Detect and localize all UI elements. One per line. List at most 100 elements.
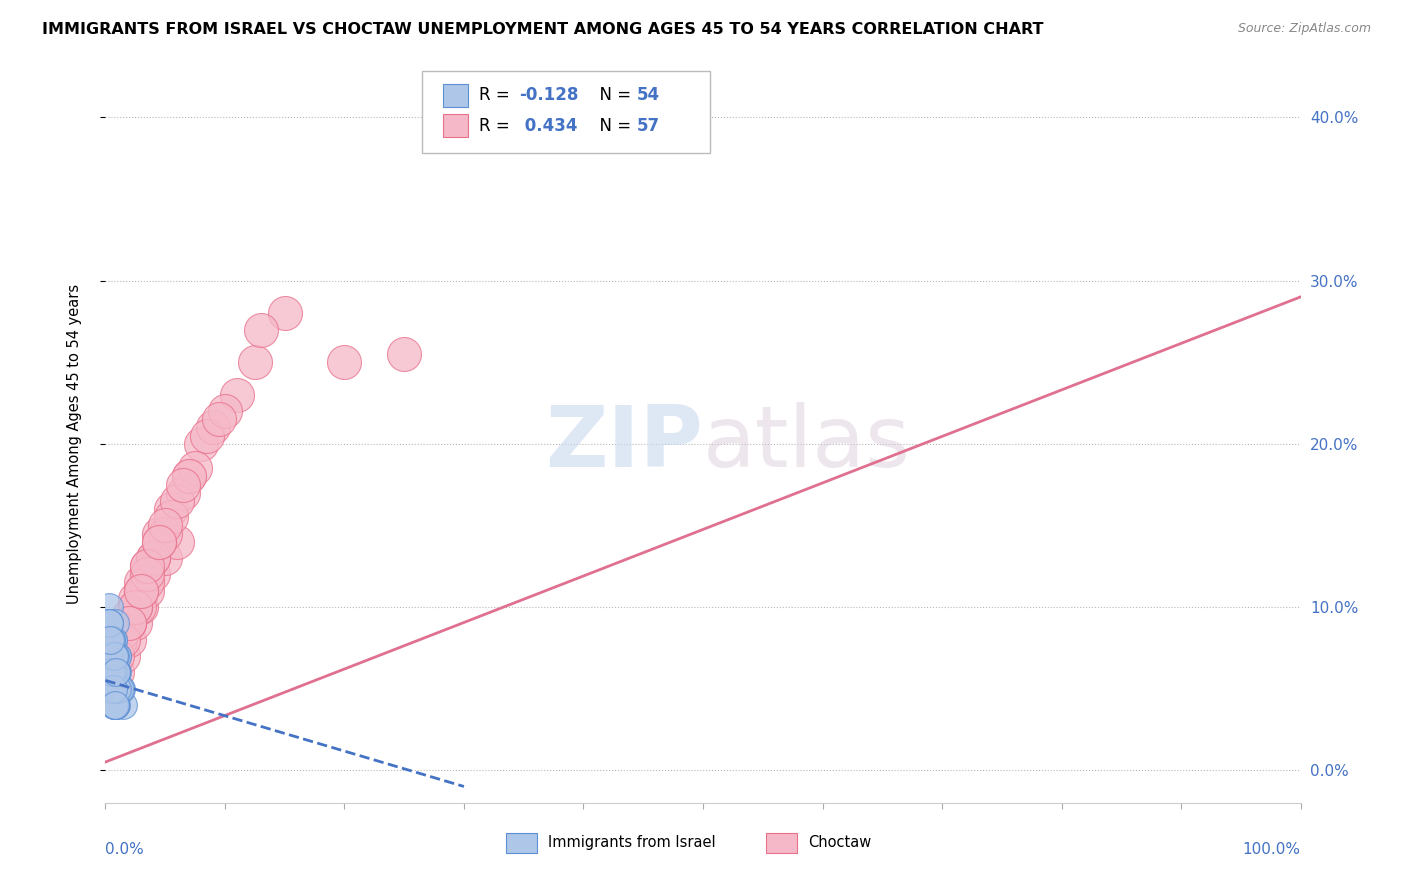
Point (118, 608, 141, 623)
Point (118, 632, 141, 647)
Point (273, 306, 295, 320)
Point (208, 412, 231, 426)
Point (160, 502, 183, 516)
Point (103, 698, 125, 712)
Point (107, 681, 129, 696)
Point (172, 477, 194, 491)
Point (100, 665, 122, 680)
Point (195, 428, 218, 442)
Point (112, 648, 135, 663)
Point (103, 648, 125, 663)
Point (136, 583, 159, 598)
Point (103, 665, 125, 680)
Point (104, 616, 127, 631)
Text: 54: 54 (637, 87, 659, 104)
Point (104, 648, 127, 663)
Point (166, 494, 188, 508)
Point (105, 665, 128, 680)
Point (124, 599, 146, 614)
Point (107, 648, 129, 663)
Point (100, 665, 122, 680)
Point (148, 526, 170, 541)
Point (124, 591, 146, 606)
Text: -0.128: -0.128 (519, 87, 578, 104)
Point (97, 648, 120, 663)
Point (243, 355, 266, 369)
Point (112, 624, 135, 639)
Point (136, 559, 159, 574)
Point (103, 648, 125, 663)
Point (107, 640, 129, 655)
Point (112, 624, 135, 639)
Text: 57: 57 (637, 117, 659, 135)
Point (104, 698, 127, 712)
Point (104, 698, 127, 712)
Text: N =: N = (589, 87, 637, 104)
Point (100, 681, 122, 696)
Point (118, 616, 141, 631)
Point (101, 632, 124, 647)
Point (101, 681, 124, 696)
Point (98, 632, 121, 647)
Point (129, 583, 153, 598)
Point (107, 665, 129, 680)
Text: 100.0%: 100.0% (1243, 842, 1301, 857)
Point (100, 681, 122, 696)
Y-axis label: Unemployment Among Ages 45 to 54 years: Unemployment Among Ages 45 to 54 years (67, 284, 82, 604)
Point (101, 648, 124, 663)
Point (101, 665, 124, 680)
Point (128, 599, 150, 614)
Point (177, 469, 201, 483)
Point (153, 551, 177, 566)
Point (104, 698, 127, 712)
Point (98, 648, 121, 663)
Point (105, 665, 128, 680)
Text: IMMIGRANTS FROM ISRAEL VS CHOCTAW UNEMPLOYMENT AMONG AGES 45 TO 54 YEARS CORRELA: IMMIGRANTS FROM ISRAEL VS CHOCTAW UNEMPL… (42, 22, 1043, 37)
Point (190, 437, 212, 451)
Point (129, 599, 153, 614)
Point (225, 388, 249, 402)
Point (101, 681, 124, 696)
Point (107, 681, 129, 696)
Point (98, 616, 121, 631)
Point (98, 665, 121, 680)
Point (112, 632, 135, 647)
Text: 0.0%: 0.0% (105, 842, 145, 857)
Point (98, 616, 121, 631)
Point (136, 559, 159, 574)
Point (108, 632, 131, 647)
Point (177, 469, 201, 483)
Point (98, 632, 121, 647)
Point (118, 616, 141, 631)
Point (160, 510, 183, 524)
Point (166, 534, 188, 549)
Point (129, 583, 153, 598)
Point (98, 681, 121, 696)
Point (101, 632, 124, 647)
Point (250, 322, 273, 336)
Point (98, 616, 121, 631)
Point (153, 518, 177, 533)
Text: N =: N = (589, 117, 637, 135)
Text: R =: R = (479, 117, 516, 135)
Point (98, 632, 121, 647)
Point (104, 648, 127, 663)
Point (124, 616, 146, 631)
Point (184, 461, 207, 475)
Point (202, 420, 225, 434)
Point (103, 681, 125, 696)
Text: Choctaw: Choctaw (808, 836, 872, 850)
Point (100, 632, 122, 647)
Point (107, 648, 129, 663)
Point (98, 665, 121, 680)
Point (148, 534, 170, 549)
Point (112, 698, 135, 712)
Point (100, 681, 122, 696)
Point (103, 698, 125, 712)
Point (98, 648, 121, 663)
Point (142, 551, 165, 566)
Point (142, 567, 165, 582)
Point (136, 567, 159, 582)
Point (108, 681, 131, 696)
Point (153, 526, 177, 541)
